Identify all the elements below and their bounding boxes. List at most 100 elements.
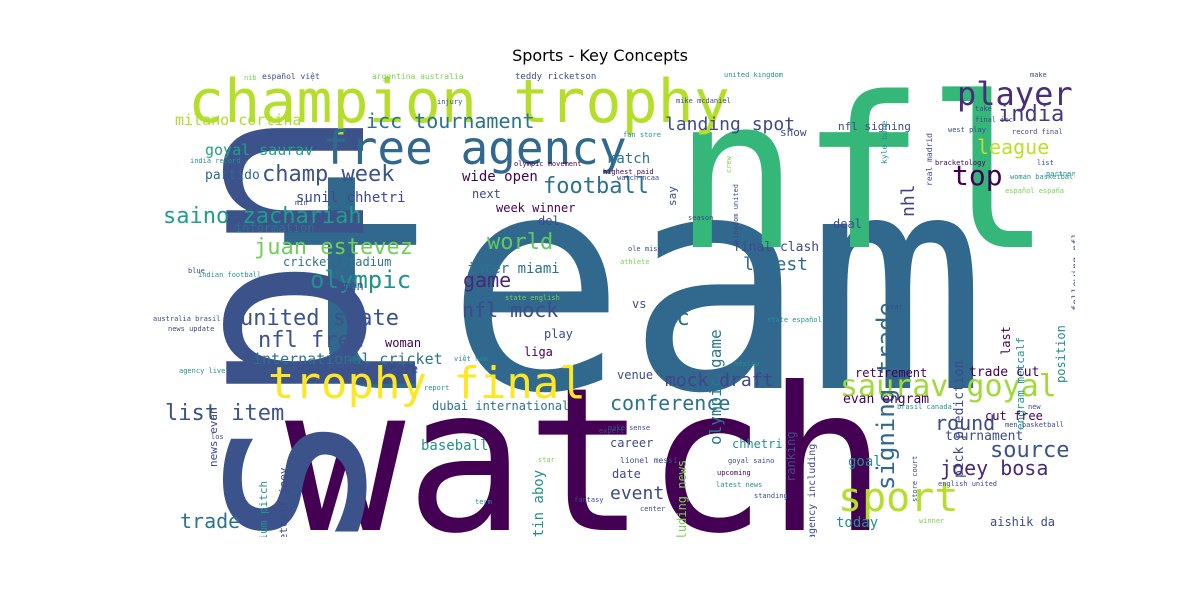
word-venue: venue xyxy=(617,368,654,382)
word-play: play xyxy=(544,327,573,341)
word-partido: partido xyxy=(205,168,260,183)
word-agency-including: agency including xyxy=(807,443,818,537)
word-information: information xyxy=(235,221,315,235)
word-last: last xyxy=(999,326,1013,355)
word-partner: partner xyxy=(1046,170,1075,178)
word-min: min xyxy=(295,199,308,207)
word-bracketology: bracketology xyxy=(935,159,986,167)
chart-title: Sports - Key Concepts xyxy=(512,46,688,65)
word-winner: winner xyxy=(919,517,945,525)
word-nhl: nhl xyxy=(898,184,919,217)
word-show: show xyxy=(780,126,807,139)
word-woman-basketball: woman basketball xyxy=(1010,173,1075,181)
word-crew: crew xyxy=(725,156,733,173)
word-top: top xyxy=(952,159,1003,192)
word-team: team xyxy=(265,110,988,459)
word-term: term xyxy=(475,498,492,506)
word-trade: trade xyxy=(180,509,241,533)
word-vs: vs xyxy=(632,297,647,311)
word-lionel-messi: lionel messi xyxy=(620,456,678,465)
word-score: score xyxy=(382,362,419,376)
word-final-clash: final clash xyxy=(733,240,820,255)
word-upcoming: upcoming xyxy=(717,469,751,477)
word-expert: expert xyxy=(599,427,625,435)
word-blue: blue xyxy=(188,267,205,275)
word-athlete: athlete xyxy=(620,258,650,266)
word-del: del xyxy=(538,214,560,228)
word-cut-free: cut free xyxy=(985,409,1043,423)
word-sunil-chhetri: sunil chhetri xyxy=(296,190,406,206)
word-sport: sport xyxy=(838,475,959,521)
word-tournament: tournament xyxy=(945,429,1024,444)
word-football: football xyxy=(543,174,649,199)
word-next: next xyxy=(472,187,501,201)
word-espa-ol-vi-t: español việt xyxy=(262,72,320,81)
word-liga: liga xyxy=(524,345,553,359)
word-round: round xyxy=(935,411,996,435)
word-joey-bosa: joey bosa xyxy=(940,456,1049,480)
word-list: list xyxy=(1037,159,1054,167)
word-retirement: retirement xyxy=(855,366,928,380)
word-including-news: including news xyxy=(675,459,689,537)
word-chhetri: chhetri xyxy=(732,437,783,451)
word-latest: latest xyxy=(743,254,809,275)
word-following-nfl: following nfl xyxy=(1071,232,1075,311)
word-nfl: nfl xyxy=(673,72,1053,297)
word-aishik-da: aishik da xyxy=(990,515,1056,529)
word-nfl-signing: nfl signing xyxy=(838,120,911,133)
word-conference: conference xyxy=(610,391,731,415)
word-vi-t-nam: việt nam xyxy=(454,355,488,363)
word-m-xico: méxico xyxy=(734,360,760,368)
word-make-sense: make sense xyxy=(608,424,651,432)
word-wide-open: wide open xyxy=(462,169,538,185)
word-inter-miami: inter miami xyxy=(467,261,560,277)
word-english-united: english united xyxy=(938,480,998,488)
word-stadium-pitch: stadium pitch xyxy=(257,480,270,537)
word-united-kingdom: united kingdom xyxy=(724,72,784,79)
word-game: game xyxy=(463,268,512,292)
word-ioc: ioc xyxy=(650,306,690,331)
word-trophy-final: trophy final xyxy=(268,358,586,409)
word-watch-ncaa: watch ncaa xyxy=(617,174,660,182)
word-cloud: team watch espn nfl champion trophy free agen… xyxy=(150,72,1075,537)
word-dubai-international: dubai international xyxy=(432,399,570,413)
word-today: today xyxy=(836,515,879,531)
word-world: world xyxy=(487,230,554,255)
word-source: source xyxy=(990,438,1070,463)
word-deal: deal xyxy=(833,217,862,231)
word-landing-spot: landing spot xyxy=(665,114,796,135)
word-pick-prediction: pick prediction xyxy=(952,360,967,478)
word-mike-mcdaniel: mike mcdaniel xyxy=(676,97,731,105)
word-date: date xyxy=(612,467,641,481)
word-brasil-canada: brasil canada xyxy=(897,403,952,411)
word-position: position xyxy=(1054,325,1068,383)
word-men-basketball: men basketball xyxy=(1005,421,1065,429)
word-latest-news: latest news xyxy=(716,481,763,489)
word-make: make xyxy=(1030,72,1047,79)
word-take: take xyxy=(975,105,992,113)
word-kyle-bone: kyle bone xyxy=(880,120,889,164)
word-men: men xyxy=(342,279,364,293)
word-week-winner: week winner xyxy=(496,201,576,215)
word-argentina-australia: argentina australia xyxy=(372,72,464,81)
word-fantasy: fantasy xyxy=(574,496,604,504)
word-teddy-ricketson: teddy ricketson xyxy=(515,72,597,82)
word-saino-zachariah: saino zachariah xyxy=(163,204,362,229)
word-news-update: news update xyxy=(168,325,215,333)
word-season: season xyxy=(688,214,714,222)
word-state-english: state english xyxy=(505,294,560,302)
word-trade-cut: trade cut xyxy=(969,365,1040,380)
word-agustin-aboy: agustin aboy xyxy=(531,469,547,537)
word-ranking: ranking xyxy=(784,431,798,482)
word-record-final: record final xyxy=(1012,128,1063,136)
word-international-cricket: international cricket xyxy=(253,350,443,368)
word-match: match xyxy=(608,151,651,167)
word-goal: goal xyxy=(848,454,882,470)
word-free-agency: free agency xyxy=(322,121,627,175)
word-champion-trophy: champion trophy xyxy=(188,72,730,137)
word-star: star xyxy=(538,456,555,464)
word-league: league xyxy=(977,135,1050,159)
word-olympic-movement: olympic movement xyxy=(514,160,582,168)
word-woman: woman xyxy=(385,336,422,350)
word-watch: watch xyxy=(285,345,888,538)
